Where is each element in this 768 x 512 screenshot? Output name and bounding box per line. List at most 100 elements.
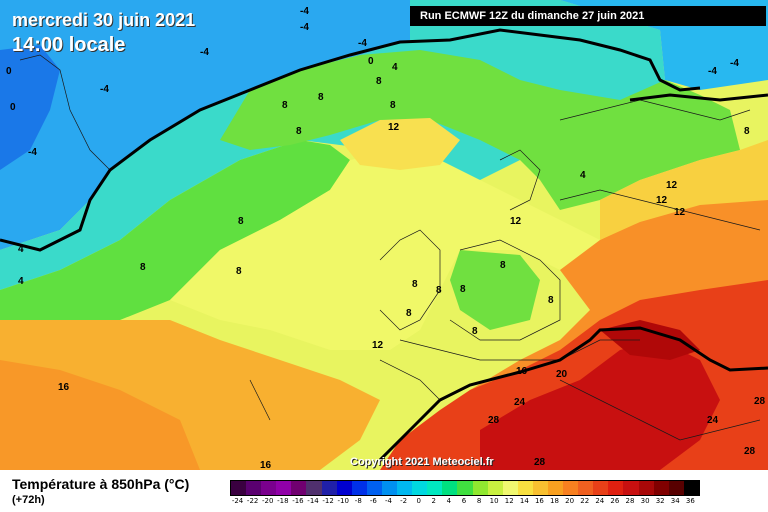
contour-label: 4 [18, 276, 24, 287]
run-info: Run ECMWF 12Z du dimanche 27 juin 2021 [410, 6, 766, 26]
scale-swatch [366, 481, 382, 495]
scale-swatch [291, 481, 307, 495]
contour-label: 28 [744, 446, 756, 457]
scale-label: -24 [231, 497, 244, 505]
contour-label: -4 [200, 47, 209, 58]
isotherm-0 [0, 28, 701, 252]
scale-label: -22 [246, 497, 259, 505]
scale-label: 36 [685, 497, 695, 505]
scale-label: 34 [670, 497, 680, 505]
yellow-central [170, 150, 600, 350]
scale-label: -16 [292, 497, 304, 505]
scale-label: -8 [354, 497, 362, 505]
scale-swatch [397, 481, 413, 495]
cold-zone-blue [0, 0, 410, 250]
scale-label: -2 [400, 497, 408, 505]
scale-swatch [668, 481, 684, 495]
darkred-core [480, 340, 720, 470]
contour-label: -4 [300, 22, 309, 33]
contour-label: 0 [6, 66, 12, 77]
yellow-patch-north [340, 118, 460, 170]
contour-label: 16 [58, 382, 70, 393]
color-scale-labels: -24 -22 -20 -18 -16 -14 -12 -10 -8 -6 -4 -2 0 2 4 6 8 10 1… [230, 497, 698, 505]
legend-title: Température à 850hPa (°C) [12, 476, 190, 492]
scale-swatch [623, 481, 639, 495]
contour-label: 0 [10, 102, 16, 113]
scale-swatch [306, 481, 322, 495]
contour-label: 8 [744, 126, 750, 137]
contour-label: -4 [708, 66, 717, 77]
contour-label: 8 [318, 92, 324, 103]
contour-label: 8 [412, 279, 418, 290]
scale-swatch [608, 481, 624, 495]
forecast-time: 14:00 locale [12, 34, 126, 56]
contour-label: 8 [282, 100, 288, 111]
scale-label: 4 [446, 497, 452, 505]
contour-label: 28 [534, 457, 546, 468]
scale-label: 8 [476, 497, 482, 505]
scale-label: -4 [384, 497, 392, 505]
scale-label: 2 [431, 497, 436, 505]
contour-label: -4 [300, 6, 309, 17]
orange-deep-sw [0, 360, 200, 470]
contour-label: 8 [460, 284, 466, 295]
scale-label: 30 [640, 497, 650, 505]
scale-swatch [638, 481, 654, 495]
copyright: Copyright 2021 Meteociel.fr [350, 456, 494, 468]
contour-label: 12 [674, 207, 686, 218]
scale-label: 10 [489, 497, 499, 505]
scale-label: 32 [655, 497, 665, 505]
scale-label: 6 [461, 497, 467, 505]
contour-label: 8 [296, 126, 302, 137]
scale-label: 14 [519, 497, 529, 505]
scale-swatch [442, 481, 458, 495]
scale-label: 24 [595, 497, 605, 505]
contour-label: 16 [260, 460, 272, 470]
contour-label: 8 [238, 216, 244, 227]
scale-label: 16 [534, 497, 544, 505]
contour-label: 0 [368, 56, 374, 67]
scale-swatch [412, 481, 428, 495]
contour-label: 8 [140, 262, 146, 273]
scale-swatch [246, 481, 262, 495]
contour-label: 8 [376, 76, 382, 87]
isotherm-0-east [629, 93, 768, 102]
color-scale [230, 480, 700, 496]
contour-label: 8 [500, 260, 506, 271]
scale-label: 28 [625, 497, 635, 505]
scale-swatch [457, 481, 473, 495]
scale-swatch [563, 481, 579, 495]
contour-label: 8 [390, 100, 396, 111]
contour-label: 4 [18, 244, 24, 255]
contour-label: 28 [488, 415, 500, 426]
contour-label: 8 [436, 285, 442, 296]
contour-label: 24 [514, 397, 526, 408]
forecast-date: mercredi 30 juin 2021 [12, 10, 196, 30]
cold-zone-darkblue [0, 45, 60, 170]
scale-swatch [351, 481, 367, 495]
contour-label: 8 [236, 266, 242, 277]
scale-label: 22 [580, 497, 590, 505]
contour-label: 12 [666, 180, 678, 191]
contour-label: -4 [100, 84, 109, 95]
contour-label: -4 [730, 58, 739, 69]
contour-label: 8 [548, 295, 554, 306]
contour-label: 24 [707, 415, 719, 426]
scale-swatch [427, 481, 443, 495]
scale-label: 20 [565, 497, 575, 505]
scale-label: -20 [262, 497, 274, 505]
contour-label: 4 [580, 170, 586, 181]
contour-label: 8 [406, 308, 412, 319]
scale-swatch [653, 481, 669, 495]
scale-swatch [276, 481, 292, 495]
scale-label: -12 [322, 497, 334, 505]
green-central [450, 250, 540, 330]
legend-footer: Température à 850hPa (°C) (+72h) -24 -22-… [0, 470, 768, 512]
scale-label: 26 [610, 497, 620, 505]
scale-label: -18 [277, 497, 289, 505]
scale-swatch [381, 481, 398, 495]
scale-swatch [336, 481, 352, 495]
